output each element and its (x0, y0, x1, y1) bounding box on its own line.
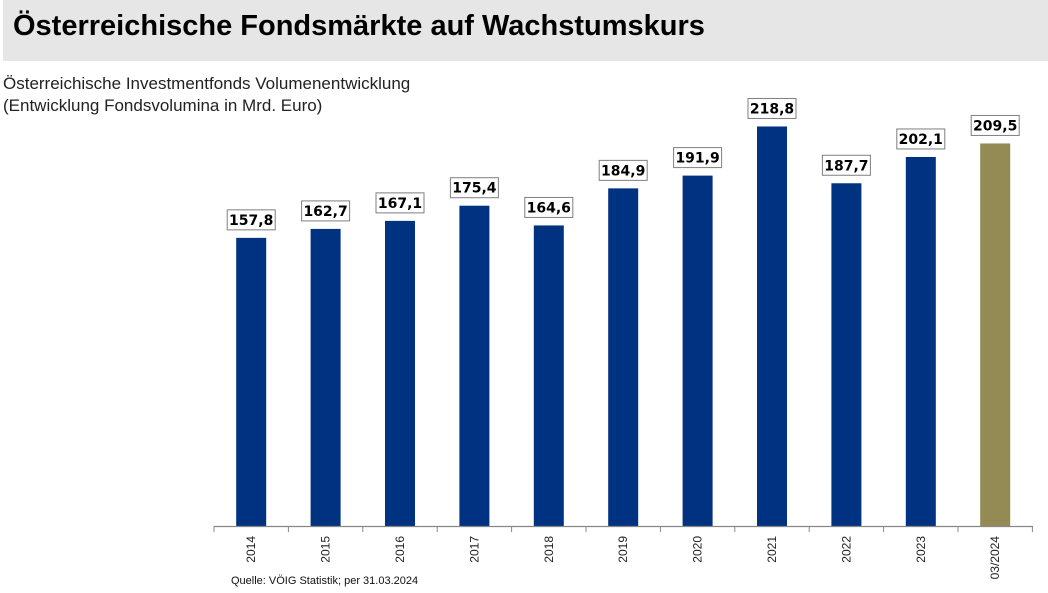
x-axis: 2014 2015 2016 2017 2018 2019 2020 2021 2022 2023… (213, 525, 1033, 580)
data-label: 187,7 (821, 154, 871, 176)
bar-03-2024 (980, 143, 1011, 526)
data-label-text: 218,8 (750, 101, 794, 117)
data-label-text: 187,7 (824, 158, 868, 174)
bar-2016 (385, 220, 415, 526)
data-label-box (970, 114, 1020, 136)
data-label: 175,4 (449, 177, 499, 199)
x-tick-label: 03/2024 (988, 536, 1002, 580)
x-tick-label: 2022 (839, 536, 853, 563)
source-note: Quelle: VÖIG Statistik; per 31.03.2024 (231, 575, 419, 587)
data-label-box (301, 200, 351, 222)
data-label-text: 209,5 (973, 118, 1017, 134)
data-label: 167,1 (375, 192, 425, 214)
x-tick-label: 2016 (393, 536, 407, 563)
data-label: 191,9 (673, 147, 723, 169)
data-label-text: 164,6 (527, 200, 571, 216)
bar-2014 (236, 237, 267, 527)
data-label-text: 191,9 (675, 151, 719, 167)
data-label-box (747, 97, 797, 119)
title-bar: Österreichische Fondsmärkte auf Wachstum… (3, 0, 1048, 61)
data-label-box (896, 128, 946, 150)
data-label: 209,5 (970, 114, 1020, 136)
bars-group (236, 126, 1011, 527)
data-label-box (821, 154, 871, 176)
chart-unit-note: (Entwicklung Fondsvolumina in Mrd. Euro) (3, 96, 323, 115)
x-tick-label: 2020 (691, 536, 705, 563)
page-title: Österreichische Fondsmärkte auf Wachstum… (13, 10, 705, 42)
data-label-box (598, 159, 648, 181)
data-label: 202,1 (896, 128, 946, 150)
data-label: 164,6 (524, 196, 574, 218)
data-label-box (449, 177, 499, 199)
x-tick-label: 2018 (542, 536, 556, 563)
data-label: 184,9 (598, 159, 648, 181)
x-tick-label: 2021 (765, 536, 779, 563)
data-label: 218,8 (747, 97, 797, 119)
bar-2020 (682, 175, 713, 526)
chart-title: Österreichische Investmentfonds Volumene… (3, 74, 411, 93)
data-label-text: 184,9 (601, 163, 645, 179)
bar-2023 (905, 156, 936, 526)
chart-subtitle: Österreichische Investmentfonds Volumene… (3, 73, 410, 117)
bar-2015 (310, 228, 341, 527)
x-tick-label: 2017 (467, 536, 481, 563)
x-tick-label: 2023 (914, 536, 928, 563)
bar-2017 (459, 205, 490, 526)
bar-2021 (757, 126, 787, 527)
x-tick-label: 2014 (244, 536, 258, 563)
bar-2022 (831, 183, 862, 526)
data-label: 162,7 (301, 200, 351, 222)
data-labels-group: 157,8 162,7 167,1 175,4 164,6 184,9 191,9 218,8… (226, 97, 1020, 231)
data-label-text: 157,8 (229, 213, 273, 229)
data-label-box (375, 192, 425, 214)
data-label-box (524, 196, 574, 218)
bar-2018 (533, 225, 564, 526)
bar-2019 (608, 188, 639, 526)
x-tick-label: 2019 (616, 536, 630, 563)
data-label-text: 167,1 (378, 196, 422, 212)
data-label-box (226, 209, 276, 231)
data-label-text: 175,4 (452, 181, 497, 197)
data-label-box (673, 147, 723, 169)
x-tick-label: 2015 (319, 536, 333, 563)
data-label-text: 202,1 (899, 132, 943, 148)
data-label: 157,8 (226, 209, 276, 231)
data-label-text: 162,7 (303, 204, 347, 220)
